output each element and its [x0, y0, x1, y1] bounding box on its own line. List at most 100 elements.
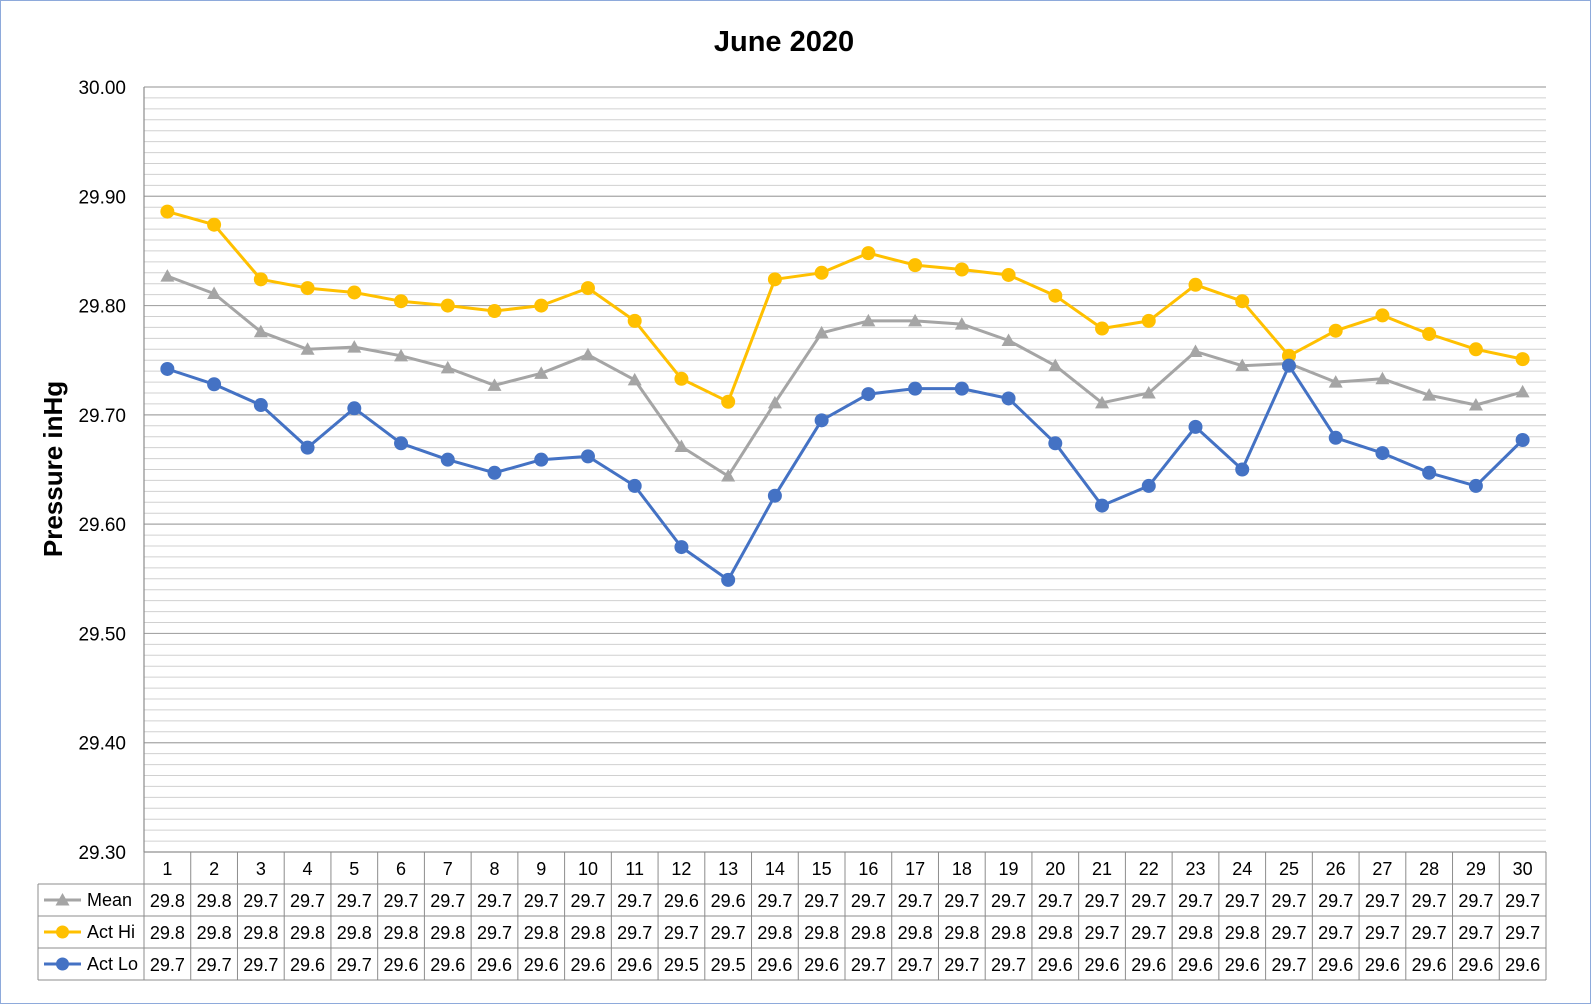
- x-tick-label: 3: [256, 859, 266, 879]
- table-cell: 29.7: [477, 891, 512, 911]
- series-lines: [160, 204, 1530, 587]
- data-point: [347, 285, 362, 300]
- table-cell: 29.6: [1085, 955, 1120, 975]
- x-tick-label: 9: [536, 859, 546, 879]
- x-tick-label: 1: [162, 859, 172, 879]
- table-cell: 29.6: [477, 955, 512, 975]
- table-cell: 29.8: [757, 923, 792, 943]
- table-cell: 29.6: [757, 955, 792, 975]
- table-cell: 29.7: [1038, 891, 1073, 911]
- x-tick-label: 28: [1419, 859, 1439, 879]
- table-cell: 29.6: [1458, 955, 1493, 975]
- table-cell: 29.7: [337, 955, 372, 975]
- table-cell: 29.7: [1131, 891, 1166, 911]
- x-tick-label: 27: [1372, 859, 1392, 879]
- table-cell: 29.7: [1458, 891, 1493, 911]
- gridlines: [143, 86, 1546, 853]
- data-point: [1141, 386, 1156, 399]
- table-cell: 29.7: [898, 955, 933, 975]
- y-tick-label: 29.40: [78, 734, 126, 755]
- data-point: [487, 378, 502, 391]
- table-cell: 29.7: [617, 923, 652, 943]
- data-point: [1001, 267, 1016, 282]
- x-tick-label: 17: [905, 859, 925, 879]
- data-point: [300, 440, 315, 455]
- data-point: [1328, 323, 1343, 338]
- table-cell: 29.7: [243, 891, 278, 911]
- x-tick-label: 30: [1513, 859, 1533, 879]
- x-tick-label: 24: [1232, 859, 1252, 879]
- data-point: [1095, 321, 1110, 336]
- table-cell: 29.8: [150, 923, 185, 943]
- data-point: [1048, 436, 1063, 451]
- table-cell: 29.7: [1365, 923, 1400, 943]
- table-cell: 29.7: [1365, 891, 1400, 911]
- data-point: [861, 313, 876, 327]
- data-point: [767, 395, 782, 409]
- x-tick-label: 29: [1466, 859, 1486, 879]
- table-cell: 29.7: [711, 923, 746, 943]
- data-point: [1141, 313, 1156, 328]
- data-point: [394, 294, 409, 309]
- data-point: [1375, 308, 1390, 323]
- data-point: [627, 313, 642, 328]
- data-point: [487, 304, 502, 319]
- data-point: [1328, 430, 1343, 445]
- table-cell: 29.7: [1412, 891, 1447, 911]
- x-tick-label: 10: [578, 859, 598, 879]
- table-cell: 29.8: [384, 923, 419, 943]
- table-cell: 29.6: [1038, 955, 1073, 975]
- table-cell: 29.8: [1038, 923, 1073, 943]
- table-cell: 29.7: [944, 891, 979, 911]
- table-cell: 29.8: [197, 891, 232, 911]
- x-tick-label: 14: [765, 859, 785, 879]
- x-tick-label: 12: [671, 859, 691, 879]
- table-cell: 29.6: [524, 955, 559, 975]
- data-point: [1188, 277, 1203, 292]
- legend-key: [44, 893, 81, 906]
- data-point: [207, 377, 222, 392]
- table-cell: 29.8: [1225, 923, 1260, 943]
- data-point: [721, 572, 736, 587]
- table-cell: 29.7: [991, 891, 1026, 911]
- table-cell: 29.6: [384, 955, 419, 975]
- table-cell: 29.7: [1085, 891, 1120, 911]
- data-point: [534, 366, 549, 379]
- table-cell: 29.8: [944, 923, 979, 943]
- x-tick-label: 23: [1185, 859, 1205, 879]
- y-axis-ticks: 30.00 29.90 29.80 29.70 29.60 29.50 29.40 29.30: [78, 78, 126, 864]
- data-point: [721, 394, 736, 409]
- table-cell: 29.6: [804, 955, 839, 975]
- legend-marker: [56, 925, 69, 939]
- table-cell: 29.8: [570, 923, 605, 943]
- x-tick-label: 22: [1139, 859, 1159, 879]
- data-point: [1188, 344, 1203, 357]
- data-point: [1141, 478, 1156, 493]
- data-point: [1048, 358, 1063, 372]
- data-point: [1281, 348, 1296, 363]
- table-cell: 29.8: [243, 923, 278, 943]
- table-cell: 29.7: [524, 891, 559, 911]
- data-point: [440, 360, 455, 374]
- x-tick-label: 11: [625, 859, 644, 879]
- legend-key: [44, 925, 81, 939]
- data-point: [954, 381, 969, 396]
- data-point: [1235, 462, 1250, 477]
- data-point: [1468, 478, 1483, 493]
- table-cell: 29.7: [337, 891, 372, 911]
- table-cell: 29.6: [290, 955, 325, 975]
- data-point: [1468, 398, 1483, 411]
- data-point: [1235, 358, 1250, 372]
- table-cell: 29.7: [243, 955, 278, 975]
- data-point: [1375, 371, 1390, 385]
- x-tick-label: 8: [489, 859, 499, 879]
- data-point: [814, 265, 829, 280]
- table-cell: 29.6: [1505, 955, 1540, 975]
- table-cell: 29.8: [1178, 923, 1213, 943]
- data-point: [1515, 432, 1530, 447]
- data-point: [394, 348, 409, 362]
- series-line: [166, 274, 1524, 478]
- table-cell: 29.8: [851, 923, 886, 943]
- table-cell: 29.7: [851, 891, 886, 911]
- table-cell: 29.7: [898, 891, 933, 911]
